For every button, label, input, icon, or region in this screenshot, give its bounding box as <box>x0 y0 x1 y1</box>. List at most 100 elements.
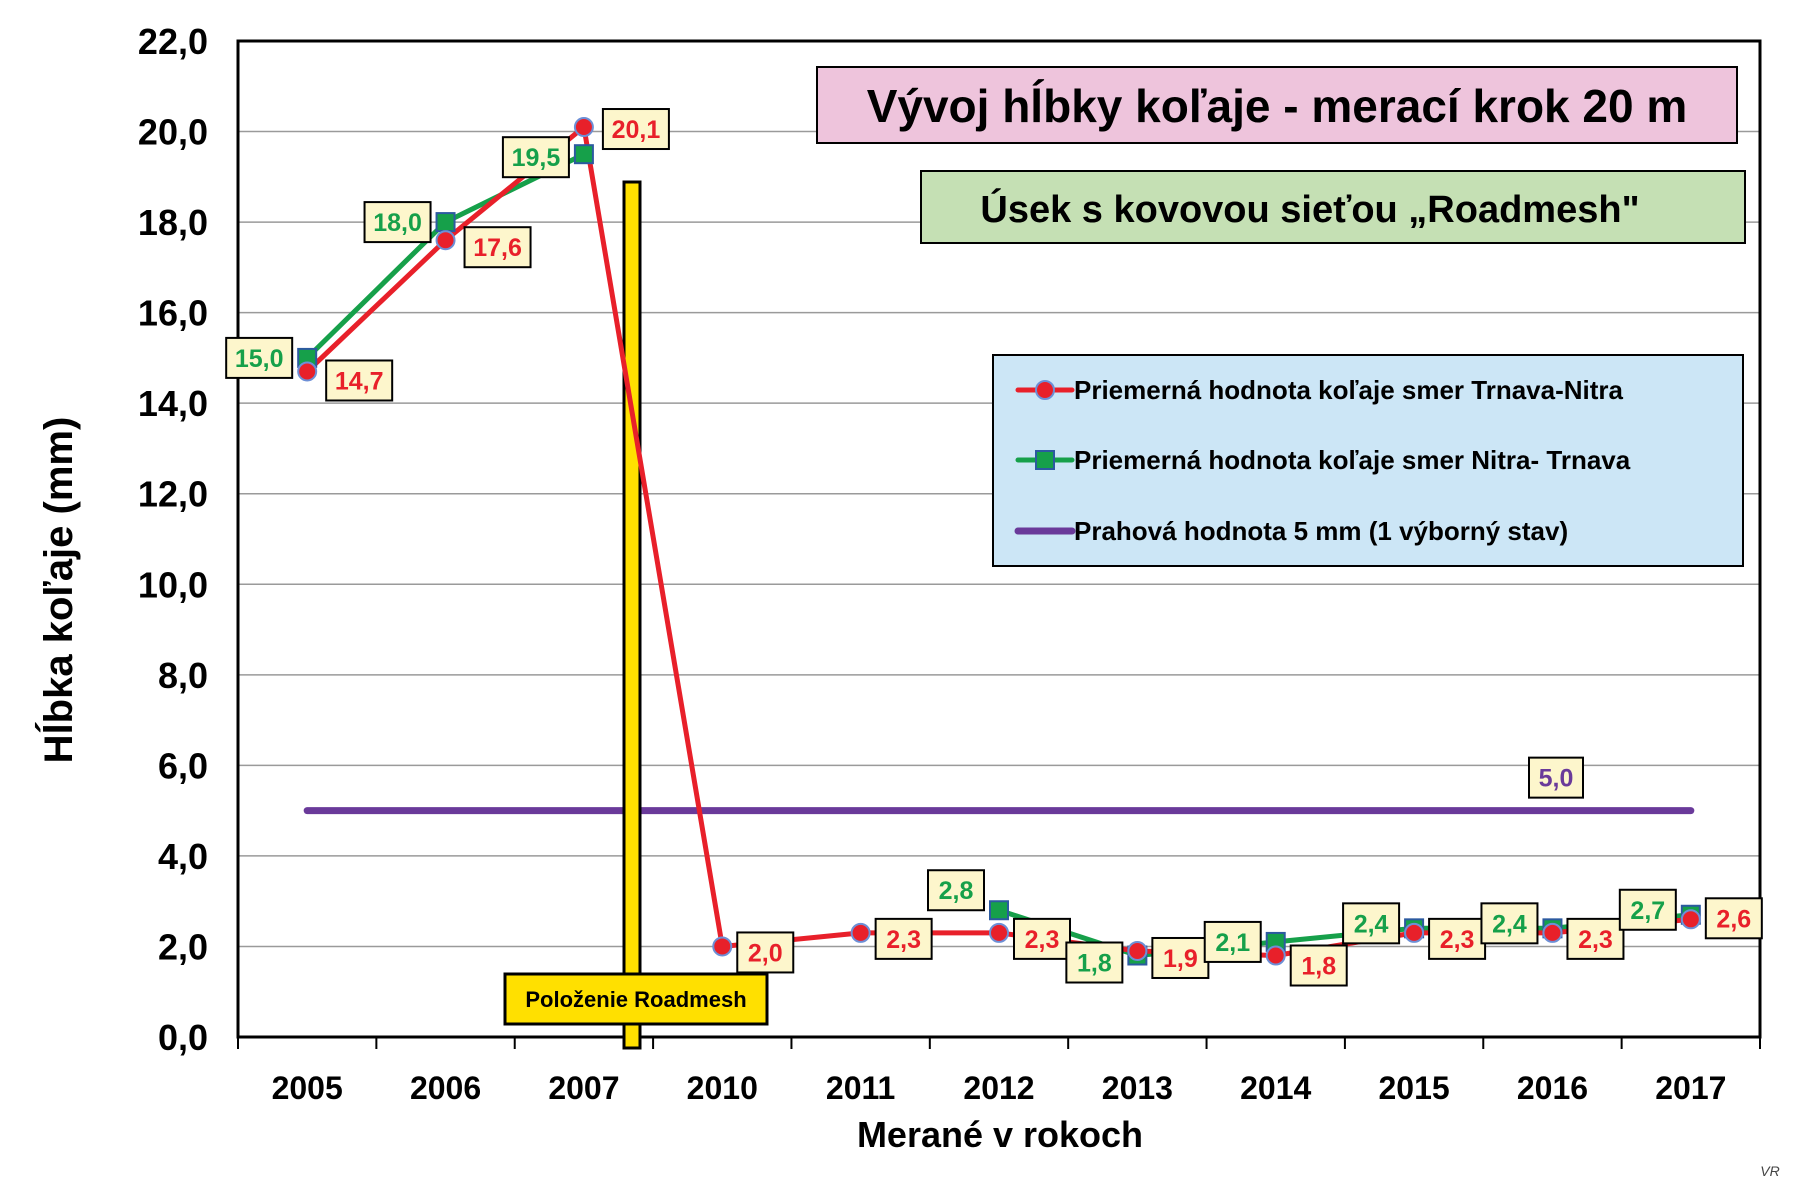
data-point-nitra-trnava <box>573 144 594 165</box>
data-label-trnava-nitra: 14,7 <box>335 367 384 395</box>
legend-label: Priemerná hodnota koľaje smer Trnava-Nit… <box>1074 375 1624 405</box>
x-axis-dividers <box>237 1037 1761 1049</box>
data-point-trnava-nitra <box>989 922 1009 943</box>
data-label-trnava-nitra-box <box>874 917 933 960</box>
data-point-nitra-trnava <box>989 900 1009 921</box>
data-point-trnava-nitra <box>1404 922 1425 943</box>
data-label-nitra-trnava: 2,4 <box>1492 910 1527 938</box>
y-tick-label: 20,0 <box>138 112 208 153</box>
data-label-trnava-nitra-box <box>601 108 670 151</box>
data-labels: 14,7 17,6 20,1 2,0 2,3 2,3 1,9 1,8 2,3 2,3 2,6 15,0… <box>225 108 1763 987</box>
data-label-trnava-nitra-box <box>463 226 532 269</box>
x-tick-label: 2005 <box>272 1070 343 1106</box>
x-tick-label: 2015 <box>1378 1070 1449 1106</box>
y-tick-label: 4,0 <box>158 836 208 877</box>
data-label-threshold-box <box>1528 756 1584 799</box>
data-label-nitra-trnava-box <box>225 336 294 379</box>
author-signature: VR <box>1760 1163 1779 1179</box>
legend-marker-square <box>1035 450 1055 470</box>
plot-area-frame <box>236 39 1762 1039</box>
data-label-trnava-nitra-box <box>1151 936 1210 979</box>
data-label-trnava-nitra-box <box>325 359 394 402</box>
data-point-trnava-nitra <box>1542 922 1563 943</box>
y-tick-label: 16,0 <box>138 293 208 334</box>
data-label-trnava-nitra: 2,3 <box>1578 926 1613 954</box>
data-label-trnava-nitra: 2,3 <box>1025 926 1060 954</box>
data-label-trnava-nitra: 2,3 <box>1440 926 1475 954</box>
data-point-trnava-nitra <box>850 922 871 943</box>
data-label-trnava-nitra: 2,0 <box>748 939 783 967</box>
data-label-threshold: 5,0 <box>1539 765 1574 793</box>
data-label-trnava-nitra: 1,9 <box>1163 945 1198 973</box>
data-label-nitra-trnava-box <box>1480 902 1539 945</box>
y-tick-label: 6,0 <box>158 745 208 786</box>
chart-subtitle-box <box>920 170 1746 244</box>
y-tick-labels: 0,0 2,0 4,0 6,0 8,0 10,0 12,0 14,0 16,0 18,0 20,0 2… <box>138 21 208 1058</box>
y-tick-label: 0,0 <box>158 1017 208 1058</box>
data-point-trnava-nitra <box>1127 940 1148 961</box>
legend-label: Priemerná hodnota koľaje smer Nitra- Trn… <box>1074 445 1631 475</box>
data-label-nitra-trnava: 15,0 <box>235 345 284 373</box>
data-label-trnava-nitra-box <box>1566 917 1625 960</box>
data-label-nitra-trnava-box <box>1203 920 1262 963</box>
data-label-trnava-nitra-box <box>736 931 795 974</box>
data-point-trnava-nitra <box>297 361 318 382</box>
legend-marker-circle <box>1035 380 1055 400</box>
x-tick-label: 2014 <box>1240 1070 1311 1106</box>
data-label-nitra-trnava: 2,7 <box>1630 897 1665 925</box>
data-point-trnava-nitra <box>1265 945 1286 966</box>
roadmesh-marker-bar <box>622 180 642 1050</box>
data-point-trnava-nitra <box>573 117 594 138</box>
y-tick-label: 12,0 <box>138 474 208 515</box>
y-tick-label: 8,0 <box>158 655 208 696</box>
data-point-trnava-nitra <box>712 936 733 957</box>
x-tick-label: 2010 <box>687 1070 758 1106</box>
x-tick-label: 2007 <box>548 1070 619 1106</box>
data-point-nitra-trnava <box>435 212 456 233</box>
data-label-nitra-trnava-box <box>1342 902 1401 945</box>
chart-subtitle-text: Úsek s kovovou sieťou „Roadmesh" <box>980 187 1639 231</box>
y-tick-label: 18,0 <box>138 202 208 243</box>
data-label-trnava-nitra: 17,6 <box>473 234 522 262</box>
data-label-trnava-nitra: 20,1 <box>612 116 661 144</box>
legend: Priemerná hodnota koľaje smer Trnava-Nit… <box>992 354 1744 567</box>
data-label-nitra-trnava-box <box>501 136 570 179</box>
data-label-nitra-trnava: 1,8 <box>1077 950 1112 978</box>
data-label-nitra-trnava-box <box>363 201 432 244</box>
data-label-trnava-nitra: 2,6 <box>1716 905 1751 933</box>
data-label-trnava-nitra-box <box>1289 944 1348 987</box>
x-tick-label: 2016 <box>1517 1070 1588 1106</box>
x-tick-label: 2006 <box>410 1070 481 1106</box>
roadmesh-annotation-bar <box>622 180 642 1050</box>
chart-title: Vývoj hĺbky koľaje - merací krok 20 m <box>816 66 1738 144</box>
roadmesh-annotation-text: Položenie Roadmesh <box>525 987 746 1012</box>
series-markers <box>297 117 1701 966</box>
x-tick-label: 2017 <box>1655 1070 1726 1106</box>
roadmesh-annotation: Položenie Roadmesh <box>503 972 769 1026</box>
data-label-nitra-trnava: 2,8 <box>939 877 974 905</box>
data-point-trnava-nitra <box>435 230 456 251</box>
data-label-nitra-trnava: 18,0 <box>373 209 422 237</box>
x-tick-label: 2011 <box>826 1070 895 1106</box>
x-tick-labels: 2005 2006 2007 2010 2011 2012 2013 2014 2015 2016… <box>272 1070 1727 1106</box>
y-axis-label: Hĺbka koľaje (mm) <box>34 417 81 764</box>
y-tick-label: 22,0 <box>138 21 208 62</box>
data-label-trnava-nitra-box <box>1704 897 1763 940</box>
x-tick-label: 2013 <box>1102 1070 1173 1106</box>
roadmesh-annotation-box <box>503 972 769 1026</box>
legend-box <box>992 354 1744 567</box>
data-label-nitra-trnava-box <box>1618 888 1677 931</box>
y-tick-label: 2,0 <box>158 926 208 967</box>
chart-title-text: Vývoj hĺbky koľaje - merací krok 20 m <box>867 79 1688 132</box>
data-label-trnava-nitra: 2,3 <box>886 926 921 954</box>
data-label-nitra-trnava: 2,4 <box>1354 910 1389 938</box>
x-axis-label: Merané v rokoch <box>857 1114 1143 1155</box>
data-label-trnava-nitra-box <box>1013 917 1071 960</box>
data-point-trnava-nitra <box>1680 909 1701 930</box>
chart-title-box <box>816 66 1738 144</box>
data-label-nitra-trnava-box <box>927 869 985 912</box>
data-label-nitra-trnava: 2,1 <box>1215 929 1250 957</box>
y-tick-label: 10,0 <box>138 564 208 605</box>
data-label-nitra-trnava: 19,5 <box>512 144 561 172</box>
